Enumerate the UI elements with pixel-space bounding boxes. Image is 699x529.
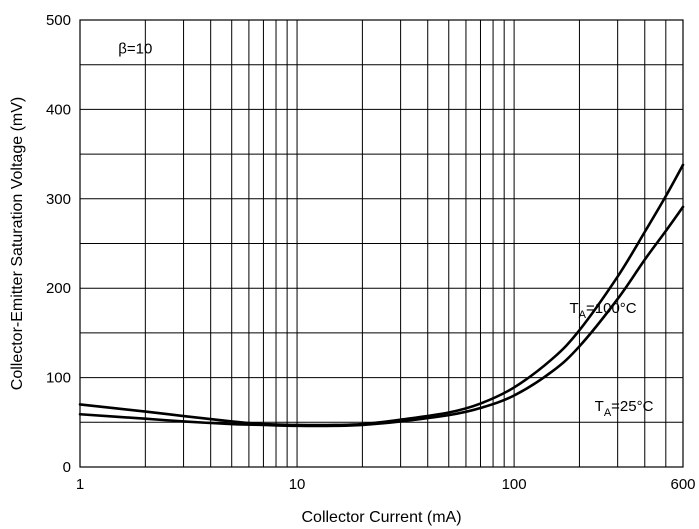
series-label-25c: TA=25°C xyxy=(595,398,654,419)
y-axis-title: Collector-Emitter Saturation Voltage (mV… xyxy=(9,97,26,390)
series-line-25c xyxy=(78,205,685,428)
x-tick-label: 10 xyxy=(289,476,306,493)
plot-frame xyxy=(79,19,684,468)
series-label-100c: TA=100°C xyxy=(570,300,637,321)
x-tick-labels: 1 10 100 600 xyxy=(76,476,696,493)
y-tick-label: 300 xyxy=(46,191,71,208)
x-tick-label: 600 xyxy=(670,476,695,493)
x-tick-label: 100 xyxy=(502,476,527,493)
beta-annotation: β=10 xyxy=(118,41,152,58)
y-tick-label: 500 xyxy=(46,12,71,29)
y-tick-label: 100 xyxy=(46,370,71,387)
y-tick-label: 400 xyxy=(46,101,71,118)
y-tick-label: 200 xyxy=(46,280,71,297)
grid xyxy=(80,20,683,467)
y-tick-label: 0 xyxy=(63,459,71,476)
x-axis-title: Collector Current (mA) xyxy=(301,509,461,526)
series-line-100c xyxy=(78,163,685,427)
y-tick-labels: 0 100 200 300 400 500 xyxy=(46,12,71,476)
curves xyxy=(78,163,685,428)
annotations: β=10 TA=100°C TA=25°C xyxy=(118,41,653,420)
x-tick-label: 1 xyxy=(76,476,84,493)
